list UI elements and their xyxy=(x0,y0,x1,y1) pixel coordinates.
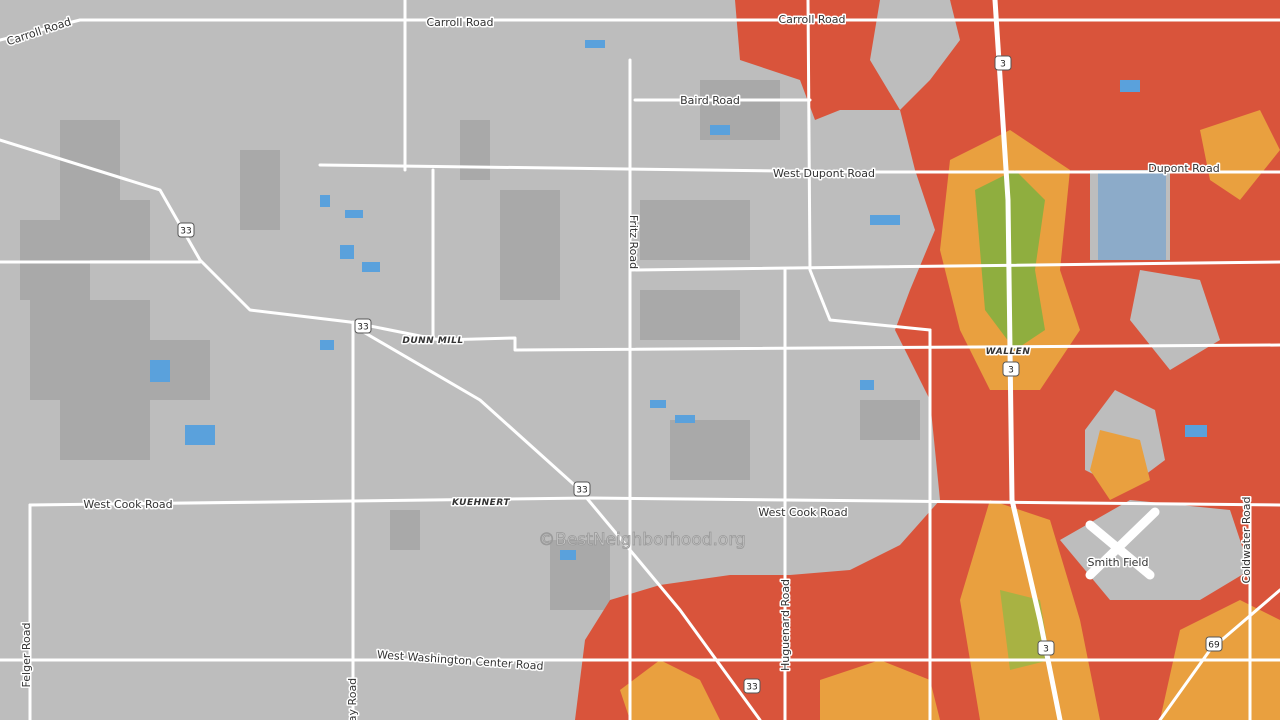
shield-label: 3 xyxy=(1000,60,1006,70)
road-label: West Cook Road xyxy=(83,498,172,511)
road-label: Huguenard Road xyxy=(779,579,792,671)
shield-badge xyxy=(177,222,195,238)
shield-badge xyxy=(354,318,372,334)
shield-label: 33 xyxy=(576,486,587,496)
road-label: Carroll Road xyxy=(779,13,846,26)
shield-badge xyxy=(1037,640,1055,656)
built-area xyxy=(20,80,920,610)
watermark: ©BestNeighborhood.org xyxy=(538,530,746,550)
road-label: Carroll Road xyxy=(427,16,494,29)
shield-label: 69 xyxy=(1208,641,1220,651)
shield-label: 33 xyxy=(746,683,757,693)
road-label: Baird Road xyxy=(680,94,740,107)
road-label: Felger Road xyxy=(20,623,33,688)
shield-badge xyxy=(1002,361,1020,377)
road-label: West Cook Road xyxy=(758,506,847,519)
shield-badge xyxy=(1205,636,1223,652)
road-label: DUNN MILL xyxy=(402,336,463,346)
road-label: Fritz Road xyxy=(627,215,640,269)
shield-badge xyxy=(994,55,1012,71)
shield-label: 33 xyxy=(180,227,191,237)
road-label: ay Road xyxy=(346,678,359,720)
shield-badge xyxy=(573,481,591,497)
road-label: KUEHNERT xyxy=(452,498,510,508)
shield-badge xyxy=(743,678,761,694)
shield-label: 3 xyxy=(1008,366,1014,376)
park-area xyxy=(1098,172,1166,260)
road-label: Coldwater Road xyxy=(1240,497,1253,584)
water xyxy=(150,40,1207,560)
place-label: Smith Field xyxy=(1088,556,1149,569)
road-label: West Dupont Road xyxy=(773,167,875,180)
road-label: Dupont Road xyxy=(1148,162,1220,175)
shield-label: 33 xyxy=(357,323,368,333)
shield-label: 3 xyxy=(1043,645,1049,655)
road-label: WALLEN xyxy=(986,347,1031,357)
runway xyxy=(1085,507,1160,580)
